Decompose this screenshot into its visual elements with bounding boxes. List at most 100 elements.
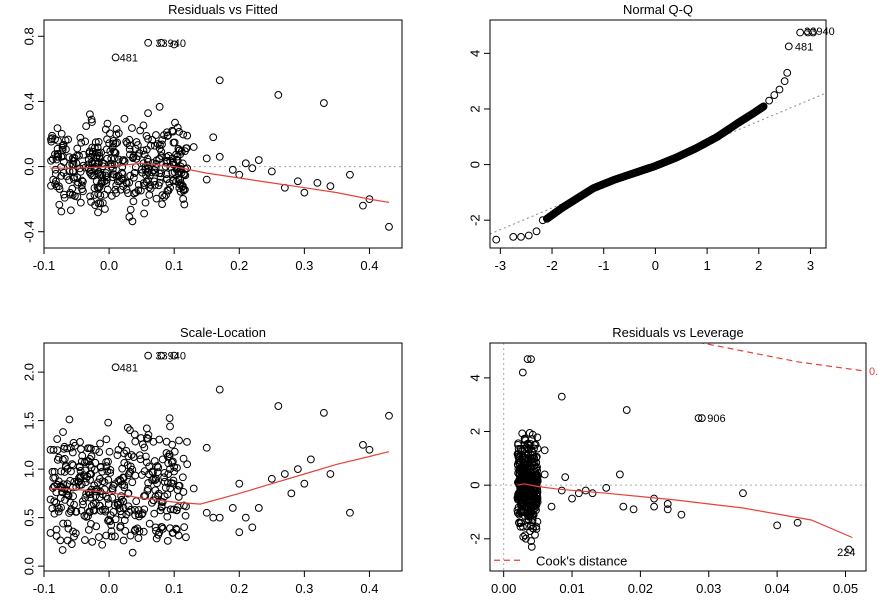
data-point: [88, 118, 96, 126]
data-point: [524, 444, 532, 453]
data-point: [53, 124, 62, 133]
data-point: [89, 147, 97, 156]
data-point: [241, 513, 250, 522]
data-point: [143, 161, 152, 170]
outlier-point: [111, 363, 120, 372]
outlier-point: [796, 28, 805, 37]
data-point: [133, 141, 142, 149]
data-point: [519, 532, 528, 541]
data-point: [49, 474, 58, 482]
outlier-label: 33940: [155, 351, 186, 363]
data-point: [175, 127, 183, 136]
x-tick-label: -0.1: [33, 581, 55, 596]
data-point: [126, 426, 134, 435]
y-tick-label: 0.0: [21, 158, 36, 176]
outlier-label: 224: [837, 547, 855, 559]
data-point: [76, 472, 85, 481]
data-point: [48, 504, 57, 513]
data-point: [120, 458, 129, 467]
data-point: [132, 188, 140, 197]
y-tick-label: 0.8: [21, 27, 36, 45]
data-point: [113, 500, 122, 509]
data-point: [130, 189, 138, 198]
data-point: [104, 500, 113, 508]
data-point: [215, 513, 224, 522]
data-point: [160, 473, 169, 482]
data-point: [55, 200, 64, 209]
x-tick-label: 0.01: [559, 581, 584, 596]
data-point: [164, 479, 172, 487]
data-point: [157, 147, 166, 156]
x-tick-label: 0.2: [230, 258, 248, 273]
data-point: [102, 492, 110, 501]
outlier-point: [170, 351, 179, 360]
data-point: [153, 462, 162, 470]
data-point: [68, 460, 77, 469]
x-tick-label: 0.0: [100, 581, 118, 596]
data-point: [87, 197, 95, 206]
qq-point: [759, 102, 768, 111]
panel-1: Residuals vs Fitted -0.1 0.0 0.1 0.2 0.3 0.4 -0…: [21, 2, 403, 273]
data-point: [145, 462, 154, 471]
data-point: [527, 502, 536, 511]
data-point: [531, 530, 539, 539]
data-point: [183, 437, 191, 446]
data-point: [76, 198, 85, 207]
data-point: [162, 506, 171, 515]
data-point: [134, 506, 143, 514]
data-point: [517, 519, 526, 527]
data-point: [81, 137, 90, 146]
data-point: [248, 523, 257, 532]
data-point: [346, 170, 354, 179]
data-point: [131, 511, 140, 520]
data-point: [287, 489, 296, 498]
data-point: [64, 524, 73, 533]
data-point: [90, 481, 99, 490]
data-point: [54, 507, 63, 516]
data-point: [116, 523, 125, 532]
data-point: [175, 481, 184, 490]
data-point: [58, 455, 67, 464]
y-tick-label: -2: [467, 533, 482, 545]
data-point: [622, 406, 631, 414]
data-point: [104, 515, 113, 524]
data-point: [60, 193, 69, 202]
data-point: [102, 462, 111, 471]
data-point: [70, 173, 79, 181]
data-point: [532, 458, 541, 467]
data-point: [73, 173, 82, 182]
data-point: [170, 138, 179, 147]
data-point: [105, 447, 114, 456]
data-point: [136, 126, 145, 135]
data-point: [169, 176, 178, 185]
data-point: [293, 177, 302, 186]
data-point: [59, 428, 67, 436]
x-tick-label: 1: [703, 258, 710, 273]
data-point: [157, 498, 166, 506]
data-point: [161, 483, 170, 492]
data-point: [53, 435, 62, 443]
data-point: [63, 464, 72, 473]
data-point: [77, 480, 86, 489]
outlier-point: [809, 28, 817, 37]
x-tick-label: 0.00: [491, 581, 516, 596]
data-point: [57, 467, 66, 476]
outlier-label: 481: [120, 362, 138, 374]
data-point: [65, 415, 74, 424]
data-point: [144, 431, 153, 439]
data-point: [71, 441, 79, 450]
data-point: [136, 455, 145, 464]
data-point: [129, 173, 138, 182]
data-point: [602, 483, 611, 492]
data-point: [280, 470, 289, 478]
data-point: [385, 411, 393, 420]
data-point: [54, 150, 63, 159]
data-point: [105, 139, 114, 148]
y-tick-label: 0.0: [21, 557, 36, 575]
data-point: [526, 468, 535, 476]
data-point: [178, 181, 187, 190]
data-point: [107, 532, 116, 541]
data-point: [79, 187, 87, 196]
data-point: [228, 165, 237, 174]
